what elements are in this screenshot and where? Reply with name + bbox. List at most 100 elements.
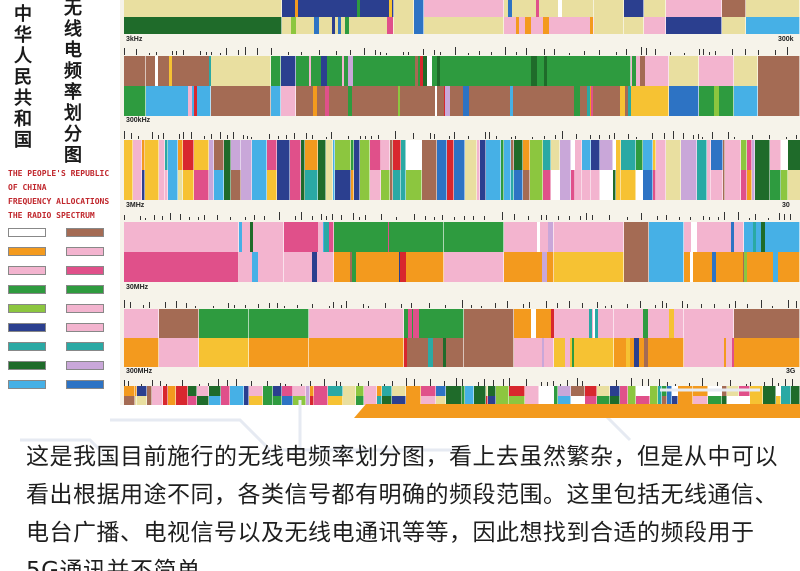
tick-mark [205,52,207,55]
legend-swatch [8,266,46,275]
band-segment [124,309,159,338]
band-segment [296,56,631,86]
tick-mark [698,48,700,55]
tick-mark [616,380,618,386]
tick-mark [567,380,569,386]
tick-mark [198,383,200,386]
band-segment [627,86,633,116]
band-segment [381,170,390,200]
band-segment [436,140,448,200]
band3-ticks [124,131,800,139]
band3-end-label: 30 [782,202,790,209]
band-segment [746,140,753,170]
band-segment [684,309,734,338]
tick-mark [599,49,601,55]
band-segment [310,396,314,405]
band-segment [415,56,419,86]
tick-mark [675,383,677,386]
band-segment [392,396,406,405]
band-segment [369,170,382,200]
band-segment [547,222,553,252]
legend-swatch [66,266,104,275]
band-segment [271,86,281,116]
legend-swatch [8,342,46,351]
tick-mark [371,135,373,139]
tick-mark [360,135,362,139]
tick-mark [179,213,181,220]
band-segment [290,17,297,34]
band-segment [480,140,486,170]
tick-mark [278,135,280,139]
band-segment [543,17,549,34]
band3-start-label: 3MHz [126,202,145,209]
tick-mark [585,212,587,220]
band-segment [193,140,210,170]
tick-mark [148,52,150,55]
spectrum-band-1 [124,0,800,34]
band-segment [350,140,354,170]
tick-mark [698,134,700,139]
tick-mark [737,212,739,220]
tick-mark [746,303,748,308]
tick-mark [413,379,415,386]
band-segment [193,86,197,116]
band-segment [124,252,239,282]
band-segment [309,309,404,338]
band-segment [516,17,520,34]
tick-mark [555,135,557,139]
band-segment [442,338,447,367]
tick-mark [463,216,465,220]
tick-mark [279,212,281,220]
tick-mark [484,216,486,220]
band-segment [624,222,649,252]
tick-mark [775,49,777,55]
band-segment [474,386,486,405]
band-segment [594,17,624,34]
accent-bar [354,404,800,418]
band-segment [332,140,336,200]
band-segment [321,56,328,86]
band-segment [665,170,682,200]
tick-mark [412,132,414,139]
band-segment [317,140,326,200]
tick-mark [655,305,657,308]
tick-mark [701,378,703,386]
band-segment [619,386,629,405]
tick-mark [358,382,360,386]
tick-mark [669,51,671,55]
tick-mark [449,135,451,139]
band-segment [248,386,264,396]
tick-mark [384,383,386,386]
band-segment [313,396,329,405]
band-segment [661,396,667,405]
tick-mark [703,215,705,220]
tick-mark [569,52,571,55]
tick-mark [166,383,168,386]
band-segment [392,386,406,396]
tick-mark [478,50,480,55]
tick-mark [284,383,286,386]
band-segment [461,386,465,405]
band-segment [294,0,298,17]
band-segment [214,170,225,200]
band-segment [624,0,644,17]
band-segment [612,140,616,170]
tick-mark [311,303,313,308]
band-segment [631,56,669,86]
band-segment [159,140,165,200]
legend-swatch [66,285,104,294]
band-segment [754,140,770,200]
band-segment [541,252,548,282]
band-segment [514,170,523,200]
band-segment [381,140,390,170]
band-segment [592,309,598,338]
band-segment [230,170,242,200]
band-segment [495,386,510,405]
band-segment [781,140,788,170]
tick-mark [141,383,143,386]
tick-mark [353,213,355,220]
tick-mark [444,305,446,308]
band-segment [421,140,437,200]
band-segment [463,86,469,116]
band-segment [557,386,571,396]
